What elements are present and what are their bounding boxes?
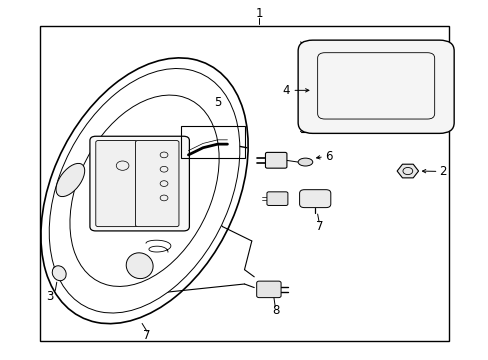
Text: 2: 2	[439, 165, 446, 178]
FancyBboxPatch shape	[256, 281, 281, 298]
FancyBboxPatch shape	[298, 40, 453, 134]
Ellipse shape	[126, 253, 153, 279]
Ellipse shape	[298, 158, 312, 166]
Text: 7: 7	[316, 220, 323, 233]
Text: 6: 6	[325, 150, 332, 163]
Ellipse shape	[70, 95, 219, 287]
FancyBboxPatch shape	[299, 190, 330, 208]
Bar	[181, 126, 244, 158]
Text: 1: 1	[255, 7, 263, 20]
FancyBboxPatch shape	[90, 136, 189, 231]
Bar	[40, 26, 448, 341]
Ellipse shape	[56, 163, 84, 197]
FancyBboxPatch shape	[265, 152, 286, 168]
Text: 4: 4	[282, 84, 289, 97]
Text: 7: 7	[143, 329, 150, 342]
FancyBboxPatch shape	[266, 192, 287, 206]
Text: 3: 3	[46, 290, 53, 303]
Text: 5: 5	[214, 96, 221, 109]
Text: 8: 8	[272, 305, 279, 318]
FancyBboxPatch shape	[135, 140, 179, 226]
Ellipse shape	[49, 68, 240, 313]
FancyBboxPatch shape	[96, 140, 137, 226]
Ellipse shape	[52, 266, 66, 281]
